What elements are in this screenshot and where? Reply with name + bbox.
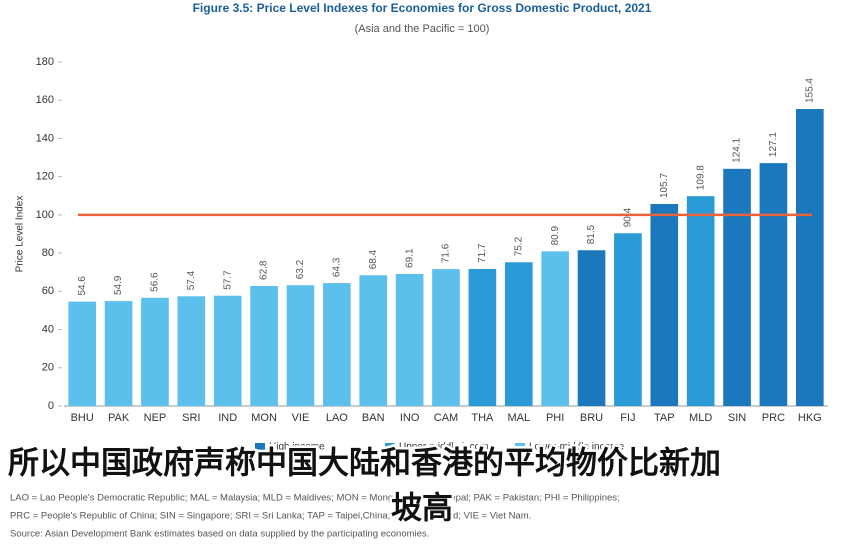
x-tick-label: VIE bbox=[292, 412, 310, 424]
value-label: 71.7 bbox=[477, 243, 488, 263]
legend-label: Lower-middle income bbox=[529, 442, 624, 453]
x-tick-label: PHI bbox=[546, 412, 564, 424]
note: PRC = People's Republic of China; SIN = … bbox=[10, 511, 531, 522]
bar bbox=[177, 296, 206, 406]
bar bbox=[468, 268, 497, 406]
bar bbox=[650, 203, 679, 406]
value-label: 57.7 bbox=[222, 270, 233, 290]
x-tick-label: IND bbox=[218, 412, 237, 424]
x-tick-label: LAO bbox=[326, 412, 348, 424]
y-tick-label: 40 bbox=[42, 323, 54, 335]
x-tick-label: THA bbox=[471, 412, 494, 424]
value-label: 56.6 bbox=[150, 272, 161, 292]
x-tick-label: BAN bbox=[362, 412, 385, 424]
value-label: 71.6 bbox=[441, 243, 452, 263]
value-label: 75.2 bbox=[513, 236, 524, 256]
chart-subtitle: (Asia and the Pacific = 100) bbox=[355, 23, 490, 35]
bar bbox=[577, 250, 606, 406]
bar bbox=[432, 269, 460, 406]
value-label: 64.3 bbox=[331, 257, 342, 277]
bar bbox=[104, 301, 133, 406]
y-tick-label: 160 bbox=[36, 94, 54, 106]
bar bbox=[395, 273, 424, 406]
value-label: 90.4 bbox=[623, 207, 634, 227]
source: Source: Asian Development Bank estimates… bbox=[10, 529, 429, 540]
y-tick-label: 140 bbox=[36, 132, 54, 144]
bar bbox=[504, 262, 533, 406]
value-label: 124.1 bbox=[732, 137, 743, 162]
bar bbox=[68, 301, 97, 406]
x-tick-label: MAL bbox=[507, 412, 530, 424]
x-tick-label: HKG bbox=[798, 412, 822, 424]
x-tick-label: BHU bbox=[71, 412, 94, 424]
bar bbox=[286, 285, 315, 406]
y-axis-label: Price Level Index bbox=[15, 196, 26, 273]
value-label: 63.2 bbox=[295, 259, 306, 279]
value-label: 68.4 bbox=[368, 249, 379, 269]
y-tick-label: 100 bbox=[36, 209, 54, 221]
bar bbox=[323, 283, 351, 406]
value-label: 109.8 bbox=[695, 165, 706, 190]
value-label: 54.6 bbox=[77, 276, 88, 296]
x-tick-label: FIJ bbox=[620, 412, 635, 424]
y-tick-label: 0 bbox=[48, 400, 54, 412]
value-label: 127.1 bbox=[768, 132, 779, 157]
y-tick-label: 180 bbox=[36, 56, 54, 68]
x-tick-label: MLD bbox=[689, 412, 712, 424]
x-tick-label: SRI bbox=[182, 412, 200, 424]
value-label: 155.4 bbox=[804, 78, 815, 103]
x-tick-label: INO bbox=[400, 412, 420, 424]
value-label: 105.7 bbox=[659, 173, 670, 198]
bar bbox=[614, 233, 642, 406]
y-tick-label: 20 bbox=[42, 362, 54, 374]
caption: 所以中国政府声称中国大陆和香港的平均物价比新加 bbox=[8, 446, 721, 482]
bar bbox=[141, 297, 169, 406]
bar bbox=[541, 251, 569, 406]
legend-label: High income bbox=[269, 442, 325, 453]
value-label: 57.4 bbox=[186, 270, 197, 290]
legend-label: Upper-middle income bbox=[399, 442, 494, 453]
legend-swatch bbox=[255, 443, 265, 451]
bar bbox=[723, 168, 751, 406]
legend-swatch bbox=[385, 443, 395, 451]
x-tick-label: NEP bbox=[144, 412, 167, 424]
bar bbox=[213, 295, 242, 406]
legend-swatch bbox=[515, 443, 525, 451]
bar bbox=[250, 285, 278, 406]
x-tick-label: BRU bbox=[580, 412, 603, 424]
bar bbox=[359, 275, 388, 406]
chart-title: Figure 3.5: Price Level Indexes for Econ… bbox=[193, 1, 652, 15]
bar bbox=[795, 109, 824, 406]
value-label: 80.9 bbox=[550, 225, 561, 245]
bar bbox=[686, 196, 715, 406]
note: LAO = Lao People's Democratic Republic; … bbox=[10, 493, 620, 504]
y-tick-label: 120 bbox=[36, 171, 54, 183]
value-label: 81.5 bbox=[586, 224, 597, 244]
caption: 坡高 bbox=[391, 491, 453, 527]
value-label: 69.1 bbox=[404, 248, 415, 268]
x-tick-label: CAM bbox=[434, 412, 458, 424]
x-tick-label: MON bbox=[251, 412, 277, 424]
x-tick-label: PRC bbox=[762, 412, 785, 424]
value-label: 54.9 bbox=[113, 275, 124, 295]
value-label: 62.8 bbox=[259, 260, 270, 280]
y-tick-label: 60 bbox=[42, 285, 54, 297]
x-tick-label: PAK bbox=[108, 412, 130, 424]
bar bbox=[759, 163, 788, 406]
y-tick-label: 80 bbox=[42, 247, 54, 259]
x-tick-label: SIN bbox=[728, 412, 746, 424]
x-tick-label: TAP bbox=[654, 412, 675, 424]
